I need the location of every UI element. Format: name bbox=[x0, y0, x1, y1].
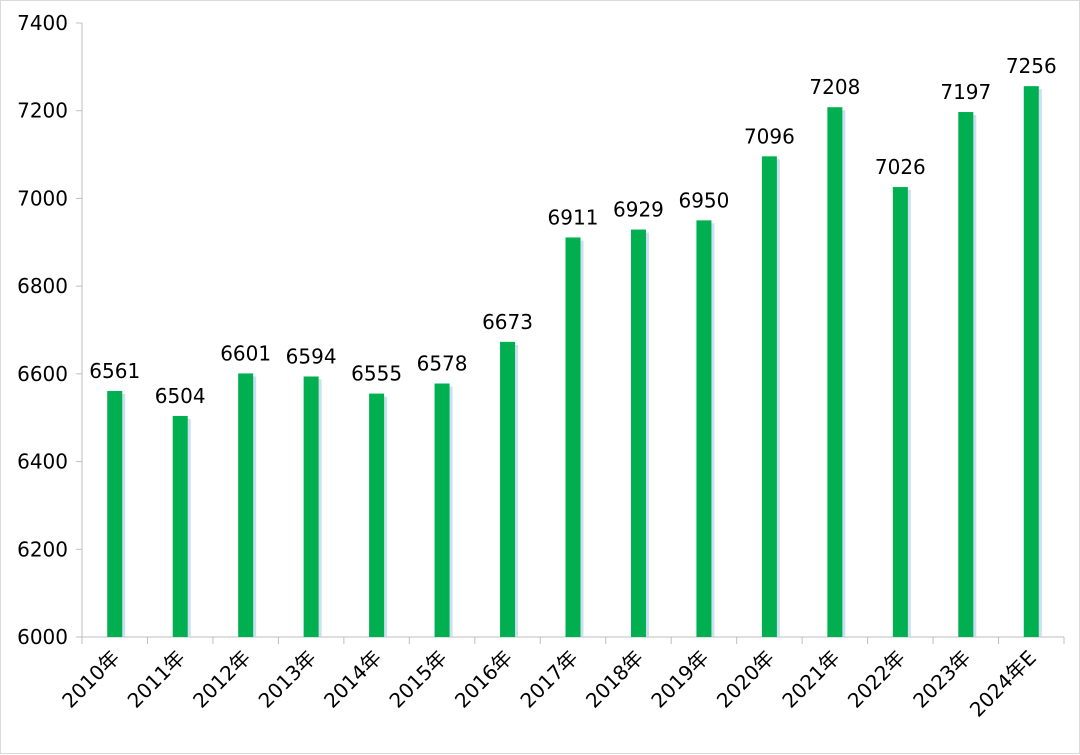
x-tick-label: 2021年 bbox=[777, 646, 844, 713]
bar-2013年 bbox=[303, 376, 319, 637]
x-tick-label: 2022年 bbox=[843, 646, 910, 713]
y-axis-ticks: 6000 6200 6400 6600 6800 7000 7200 7400 bbox=[17, 11, 82, 649]
y-tick-label: 7400 bbox=[17, 11, 68, 35]
x-tick-label: 2015年 bbox=[384, 646, 451, 713]
bar-2023年 bbox=[958, 112, 974, 637]
data-label: 6504 bbox=[155, 384, 206, 408]
bar-2010年 bbox=[107, 390, 123, 637]
data-labels: 6561 6504 6601 6594 6555 6578 6673 6911 6929 6950… bbox=[89, 54, 1056, 408]
bar-2016年 bbox=[500, 341, 516, 637]
x-tick-label: 2023年 bbox=[908, 646, 975, 713]
y-tick-label: 7000 bbox=[17, 186, 68, 210]
data-label: 6929 bbox=[613, 198, 664, 222]
bar-2024年E bbox=[1023, 86, 1039, 637]
y-tick-label: 6800 bbox=[17, 274, 68, 298]
data-label: 7208 bbox=[809, 75, 860, 99]
x-tick-label: 2013年 bbox=[254, 646, 321, 713]
y-tick-label: 6000 bbox=[17, 625, 68, 649]
x-tick-label: 2014年 bbox=[319, 646, 386, 713]
data-label: 6578 bbox=[417, 352, 468, 376]
x-tick-label: 2011年 bbox=[123, 646, 190, 713]
y-tick-label: 7200 bbox=[17, 99, 68, 123]
data-label: 7096 bbox=[744, 124, 795, 148]
data-label: 6555 bbox=[351, 362, 402, 386]
x-tick-label: 2012年 bbox=[188, 646, 255, 713]
y-tick-label: 6400 bbox=[17, 450, 68, 474]
bar-2015年 bbox=[434, 383, 450, 637]
bar-2022年 bbox=[892, 187, 908, 638]
bar-2017年 bbox=[565, 237, 581, 637]
x-tick-label: 2024年E bbox=[965, 646, 1041, 722]
bar-2012年 bbox=[238, 373, 254, 637]
data-label: 6561 bbox=[89, 359, 140, 383]
x-tick-label: 2020年 bbox=[712, 646, 779, 713]
data-label: 6950 bbox=[678, 188, 729, 212]
bar-2014年 bbox=[369, 393, 385, 637]
data-label: 7026 bbox=[875, 155, 926, 179]
y-tick-label: 6200 bbox=[17, 537, 68, 561]
data-label: 6911 bbox=[548, 205, 599, 229]
data-label: 6601 bbox=[220, 341, 271, 365]
x-tick-label: 2017年 bbox=[515, 646, 582, 713]
data-label: 7197 bbox=[940, 80, 991, 104]
bar-2020年 bbox=[761, 156, 777, 637]
x-tick-label: 2016年 bbox=[450, 646, 517, 713]
bar-2021年 bbox=[827, 107, 843, 638]
bars bbox=[107, 86, 1042, 638]
x-tick-label: 2019年 bbox=[646, 646, 713, 713]
x-tick-label: 2018年 bbox=[581, 646, 648, 713]
data-label: 6673 bbox=[482, 310, 533, 334]
data-label: 7256 bbox=[1006, 54, 1057, 78]
bar-2019年 bbox=[696, 220, 712, 637]
bar-2018年 bbox=[630, 229, 646, 637]
y-tick-label: 6600 bbox=[17, 362, 68, 386]
data-label: 6594 bbox=[286, 344, 337, 368]
x-axis-ticks: 2010年2011年2012年2013年2014年2015年2016年2017年… bbox=[57, 637, 1065, 722]
x-tick-label: 2010年 bbox=[57, 646, 124, 713]
bar-2011年 bbox=[172, 415, 188, 637]
